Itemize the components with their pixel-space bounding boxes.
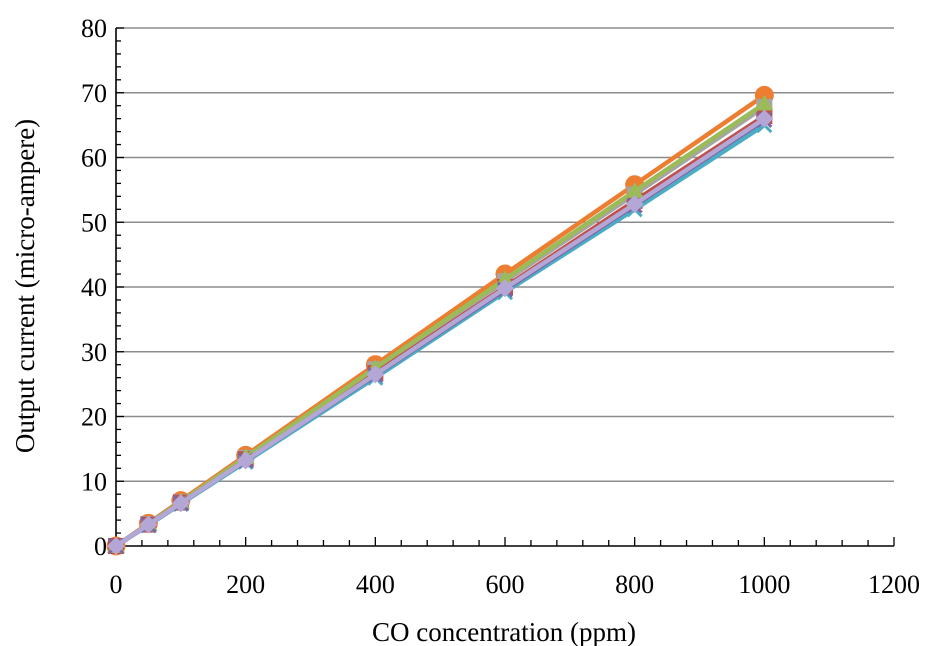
x-tick-label: 200 [226, 570, 265, 599]
x-tick-label: 600 [486, 570, 525, 599]
series-7 [107, 109, 774, 555]
data-point [496, 279, 514, 298]
gridlines [116, 27, 894, 483]
data-point [107, 537, 125, 555]
x-tick-label: 400 [356, 570, 395, 599]
y-tick-label: 40 [81, 273, 107, 302]
data-point [236, 451, 255, 470]
data-point [625, 195, 644, 214]
x-tick-label: 1200 [868, 570, 920, 599]
data-point [496, 270, 514, 286]
data-point [625, 182, 644, 198]
y-tick-label: 0 [94, 532, 107, 561]
data-point [139, 515, 158, 534]
x-axis-title: CO concentration (ppm) [372, 617, 636, 646]
series-group [106, 85, 774, 556]
y-axis-title: Output current (micro-ampere) [10, 119, 40, 453]
x-tick-label: 0 [110, 570, 123, 599]
y-tick-label: 20 [81, 403, 107, 432]
y-tick-label: 70 [81, 79, 107, 108]
axes [115, 27, 895, 547]
data-point [755, 94, 774, 111]
data-point [171, 494, 190, 513]
data-point [755, 109, 774, 128]
data-point [366, 365, 385, 384]
y-tick-label: 80 [81, 14, 107, 43]
y-tick-label: 50 [81, 208, 107, 237]
y-tick-label: 60 [81, 144, 107, 173]
x-tick-label: 1000 [738, 570, 790, 599]
x-tick-label: 800 [615, 570, 654, 599]
y-tick-label: 10 [81, 467, 107, 496]
y-tick-label: 30 [81, 338, 107, 367]
